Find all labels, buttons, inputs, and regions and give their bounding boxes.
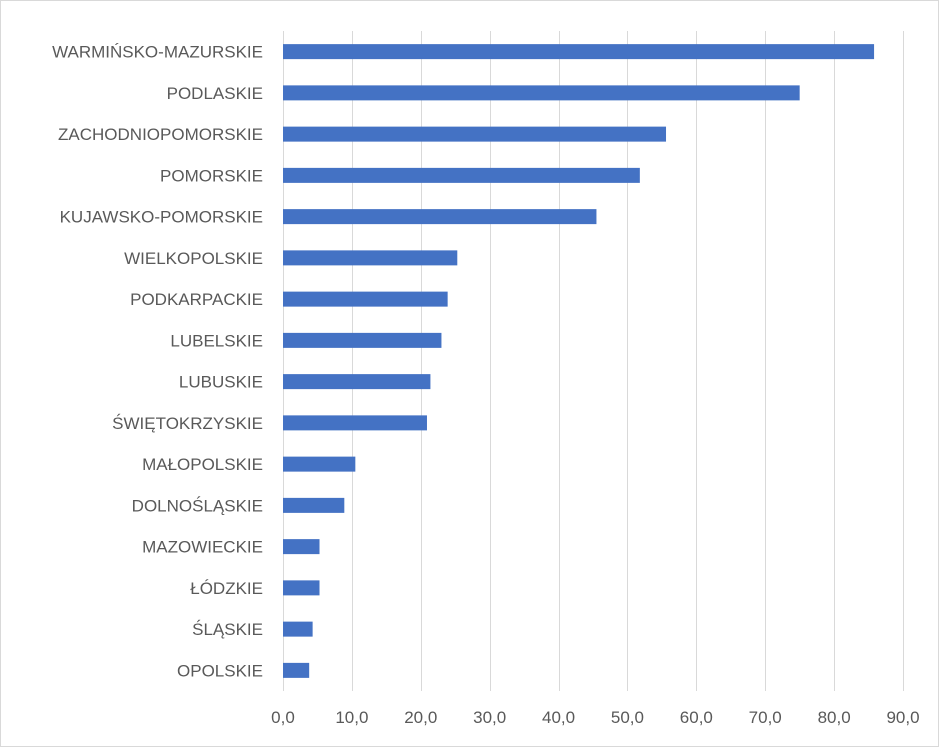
bar [283,662,310,678]
x-tick-label: 30,0 [473,708,506,727]
bar [283,415,427,431]
x-tick-label: 20,0 [404,708,437,727]
category-label: MAŁOPOLSKIE [142,455,263,474]
category-label: ZACHODNIOPOMORSKIE [58,125,263,144]
bar [283,580,320,596]
category-label: DOLNOŚLĄSKIE [132,496,263,515]
bar [283,85,800,101]
x-tick-label: 40,0 [542,708,575,727]
category-label: ŁÓDZKIE [190,579,263,598]
category-label: PODLASKIE [167,84,263,103]
x-tick-label: 10,0 [335,708,368,727]
category-labels: WARMIŃSKO-MAZURSKIE PODLASKIE ZACHODNIOPOM… [52,43,263,681]
category-label: ŚLĄSKIE [192,620,263,639]
x-tick-label: 60,0 [680,708,713,727]
x-tick-label: 90,0 [886,708,919,727]
category-label: PODKARPACKIE [130,290,263,309]
category-label: OPOLSKIE [177,661,263,680]
x-axis-tick-labels: 0,0 10,0 20,0 30,0 40,0 50,0 60,0 70,0 80,0 90,0 [271,708,919,727]
x-tick-label: 0,0 [271,708,295,727]
x-tick-label: 50,0 [611,708,644,727]
bar [283,332,442,348]
category-label: MAZOWIECKIE [142,538,263,557]
bar [283,374,431,390]
bar [283,126,667,142]
category-label: POMORSKIE [160,166,263,185]
bar [283,539,320,555]
category-label: LUBUSKIE [179,373,263,392]
category-label: ŚWIĘTOKRZYSKIE [112,414,263,433]
bar [283,497,345,513]
bar [283,250,458,266]
bar [283,621,313,637]
bar [283,209,597,225]
x-tick-label: 70,0 [749,708,782,727]
category-label: WARMIŃSKO-MAZURSKIE [52,43,263,62]
x-tick-label: 80,0 [818,708,851,727]
category-label: LUBELSKIE [170,331,263,350]
category-label: WIELKOPOLSKIE [124,249,263,268]
category-label: KUJAWSKO-POMORSKIE [60,208,263,227]
bar [283,167,640,183]
bar [283,291,448,307]
bar [283,456,356,472]
bars [283,44,875,678]
bar [283,44,875,60]
